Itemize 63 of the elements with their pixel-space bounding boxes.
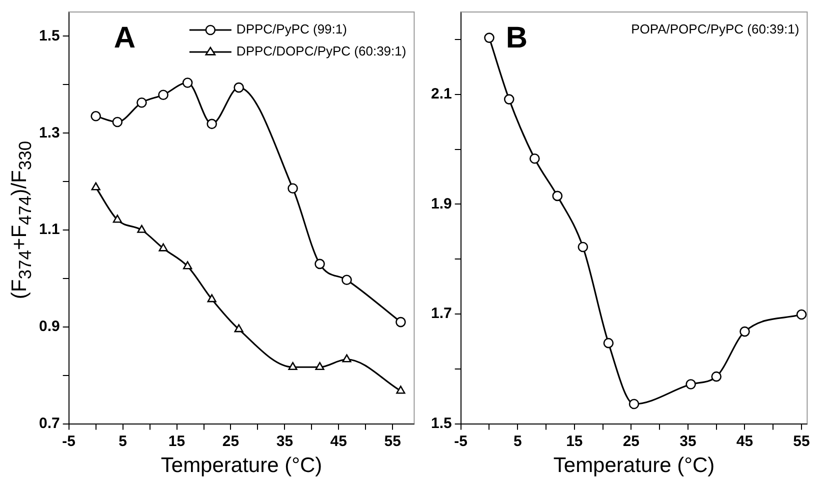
x-tick-label: 15 bbox=[566, 432, 583, 450]
x-tick-label: 5 bbox=[513, 432, 522, 450]
point bbox=[578, 242, 588, 252]
point bbox=[552, 190, 563, 202]
y-tick-label: 2.1 bbox=[430, 86, 452, 102]
x-tick-label: 15 bbox=[168, 432, 186, 450]
point bbox=[396, 386, 406, 394]
point bbox=[91, 182, 100, 190]
point bbox=[234, 82, 244, 93]
x-tick-label: 55 bbox=[793, 432, 810, 450]
point bbox=[628, 398, 640, 410]
y-tick-label: 1.7 bbox=[430, 305, 452, 322]
point bbox=[90, 111, 101, 122]
x-tick-label: 55 bbox=[384, 432, 401, 450]
point bbox=[740, 326, 750, 337]
point bbox=[342, 354, 352, 362]
point bbox=[136, 97, 147, 108]
point bbox=[314, 258, 325, 270]
point bbox=[796, 309, 807, 320]
x-tick-label: 35 bbox=[680, 432, 696, 450]
y-tick-label: 0.7 bbox=[38, 414, 60, 432]
point bbox=[686, 379, 696, 390]
y-tick-label: 1.1 bbox=[38, 221, 60, 238]
chart-title: A bbox=[114, 21, 136, 54]
point bbox=[112, 214, 122, 223]
y-tick-label: 1.5 bbox=[430, 414, 452, 432]
x-tick-label: 45 bbox=[330, 432, 347, 450]
x-tick-label: 25 bbox=[222, 432, 240, 450]
legend-label: DPPC/DOPC/PyPC (60:39:1) bbox=[236, 44, 406, 59]
y-tick-label: 1.9 bbox=[430, 195, 452, 212]
point bbox=[112, 116, 123, 128]
point bbox=[158, 243, 168, 252]
x-axis-title: Temperature (°C) bbox=[160, 454, 322, 478]
x-tick-label: 5 bbox=[118, 432, 127, 450]
point bbox=[288, 362, 298, 370]
point bbox=[183, 261, 192, 270]
x-axis-title: Temperature (°C) bbox=[553, 454, 715, 478]
x-tick-label: 35 bbox=[276, 432, 294, 450]
point bbox=[603, 338, 614, 348]
point bbox=[206, 118, 217, 130]
point bbox=[137, 224, 146, 233]
point bbox=[530, 153, 540, 164]
x-tick-label: 45 bbox=[736, 432, 754, 450]
x-tick-label: -5 bbox=[62, 432, 76, 450]
point bbox=[504, 94, 514, 104]
chart-title: B bbox=[506, 21, 528, 54]
y-tick-label: 1.3 bbox=[38, 124, 60, 142]
point bbox=[207, 294, 216, 302]
y-tick-label: 0.9 bbox=[38, 318, 60, 336]
legend-label: DPPC/PyPC (99:1) bbox=[236, 22, 347, 37]
point bbox=[711, 371, 722, 382]
point bbox=[342, 274, 352, 286]
point bbox=[158, 90, 168, 100]
x-tick-label: -5 bbox=[454, 432, 468, 450]
point bbox=[182, 78, 193, 88]
point bbox=[484, 32, 494, 43]
point bbox=[234, 324, 244, 332]
text: POPA/POPC/PyPC (60:39:1) bbox=[631, 22, 800, 37]
point bbox=[315, 362, 324, 370]
y-tick-label: 1.5 bbox=[38, 27, 60, 44]
point bbox=[396, 316, 406, 328]
point bbox=[288, 183, 298, 194]
x-tick-label: 25 bbox=[622, 432, 640, 450]
